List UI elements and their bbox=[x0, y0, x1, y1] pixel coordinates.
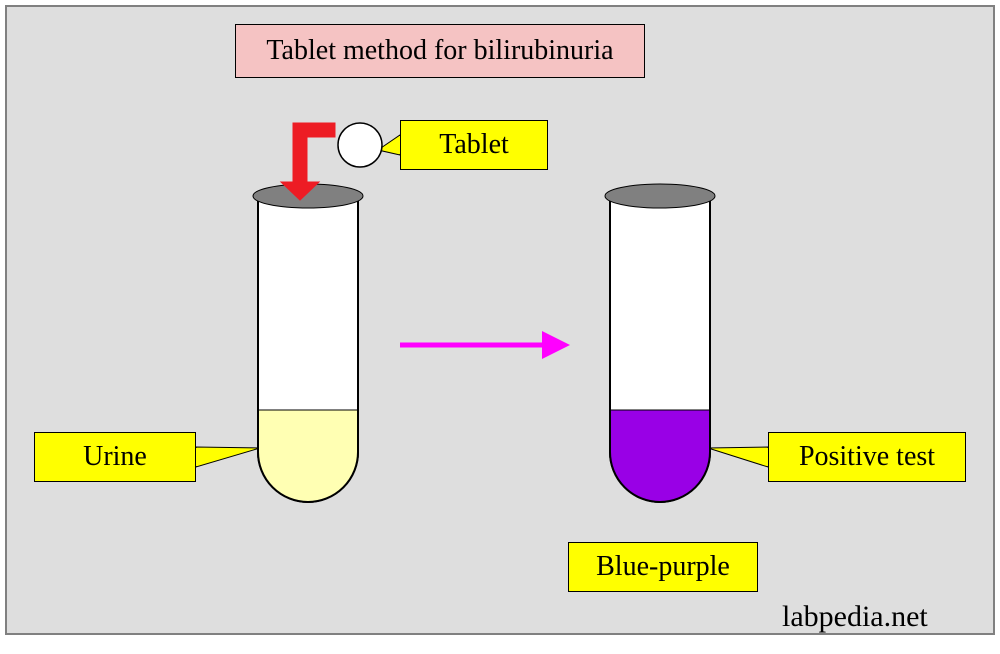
callout-tablet-text: Tablet bbox=[439, 129, 509, 161]
callout-tablet: Tablet bbox=[400, 120, 548, 170]
callout-urine: Urine bbox=[34, 432, 196, 482]
diagram-title: Tablet method for bilirubinuria bbox=[235, 24, 645, 78]
title-text: Tablet method for bilirubinuria bbox=[266, 35, 613, 67]
watermark-text: labpedia.net bbox=[782, 600, 928, 633]
callout-bluepurple-text: Blue-purple bbox=[596, 551, 730, 583]
diagram-frame bbox=[5, 5, 995, 635]
watermark: labpedia.net bbox=[782, 600, 928, 634]
diagram-canvas: Tablet method for bilirubinuria Tablet U… bbox=[0, 0, 1000, 654]
callout-positive-text: Positive test bbox=[799, 441, 935, 473]
callout-positive-test: Positive test bbox=[768, 432, 966, 482]
callout-urine-text: Urine bbox=[83, 441, 147, 473]
callout-blue-purple: Blue-purple bbox=[568, 542, 758, 592]
